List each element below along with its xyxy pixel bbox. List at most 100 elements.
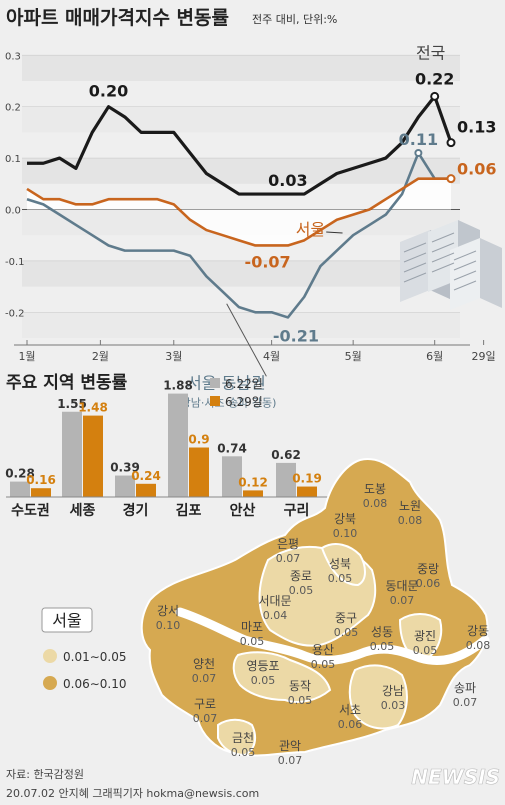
- district-value: 0.07: [390, 594, 415, 607]
- annot-seoul-min: -0.07: [245, 252, 291, 271]
- series-line-southeast: [26, 151, 451, 319]
- district-name: 관악: [279, 739, 301, 753]
- district-value: 0.05: [328, 572, 353, 585]
- district-name: 은평: [277, 537, 299, 551]
- bar-chart: 주요 지역 변동률 6.22일 6.29일 0.280.16 수도권 1.551.4…: [5, 373, 330, 519]
- annot-national-013: 0.13: [457, 118, 496, 137]
- x-tick-label: 4월: [263, 350, 280, 363]
- bar-prev: [115, 475, 135, 497]
- district-name: 도봉: [364, 482, 386, 496]
- district-name: 노원: [399, 499, 421, 513]
- seoul-zero-fill: [27, 178, 451, 246]
- district-name: 동작: [289, 679, 311, 693]
- district-value: 0.05: [231, 746, 256, 759]
- annot-label-national: 전국: [416, 43, 445, 62]
- bar-legend: 6.22일 6.29일: [210, 377, 263, 409]
- bar-value-curr: 0.24: [131, 469, 161, 483]
- district-value: 0.05: [240, 635, 265, 648]
- district-name: 금천: [232, 730, 254, 745]
- bar-curr: [297, 486, 317, 497]
- grid-band: [22, 312, 460, 338]
- chart-title: 아파트 매매가격지수 변동률: [6, 7, 229, 29]
- district-value: 0.07: [276, 552, 301, 565]
- han-river-icon: [175, 607, 490, 665]
- bar-value-prev: 0.39: [110, 461, 140, 475]
- bar-value-curr: 0.9: [188, 433, 209, 447]
- legend-swatch-curr: [210, 396, 220, 406]
- y-tick-label: 0.1: [5, 154, 21, 165]
- source-note: 자료: 한국감정원: [6, 768, 84, 781]
- y-axis: 0.3 0.2 0.1 0.0 -0.1 -0.2: [5, 51, 25, 319]
- y-tick-label: -0.1: [5, 257, 25, 268]
- district-value: 0.08: [363, 497, 388, 510]
- district-name: 종로: [290, 569, 312, 583]
- chart-annotations: 0.20 0.03 전국 0.22 0.13 0.11 0.06 서울 -0.07 -0.21 서울…: [89, 43, 497, 409]
- bar-curr: [136, 483, 156, 497]
- district-value: 0.05: [288, 694, 313, 707]
- map-legend: 서울 0.01∼0.05 0.06∼0.10: [41, 607, 127, 691]
- district-name: 중구: [335, 611, 357, 625]
- district-name: 동대문: [385, 579, 418, 593]
- district-value: 0.07: [453, 696, 478, 709]
- leader-southeast: [226, 303, 267, 377]
- bar-category-label: 구리: [284, 503, 310, 519]
- series-line-national: [27, 94, 453, 196]
- bar-category-label: 경기: [123, 502, 149, 519]
- district-name: 성북: [329, 557, 351, 571]
- district-name: 구로: [194, 697, 216, 711]
- line-series: [26, 91, 456, 319]
- bar-curr: [189, 447, 209, 497]
- district-value: 0.07: [193, 712, 218, 725]
- x-tick-label: 29일: [472, 349, 496, 363]
- map-legend-title: 서울: [52, 611, 81, 630]
- series-line-seoul: [26, 177, 451, 247]
- annot-southeast-011: 0.11: [399, 130, 438, 149]
- bar-curr: [83, 415, 103, 497]
- bar-category-label: 세종: [70, 503, 96, 519]
- y-tick-label: 0.3: [5, 51, 21, 62]
- map-legend-swatch-light: [43, 649, 57, 663]
- x-tick-label: 5월: [345, 350, 362, 363]
- bar-curr: [243, 490, 263, 497]
- point-southeast-peak: [414, 148, 423, 157]
- bar-chart-title: 주요 지역 변동률: [6, 373, 128, 393]
- district-name: 광진: [414, 629, 436, 643]
- y-tick-label: 0.0: [5, 205, 21, 216]
- point-national-end: [446, 138, 456, 148]
- grid-band: [22, 158, 460, 184]
- district-value: 0.06: [416, 577, 441, 590]
- district-name: 영등포: [246, 659, 279, 673]
- annot-label-seoul: 서울: [296, 220, 325, 239]
- district-value: 0.10: [156, 619, 181, 632]
- y-tick-label: -0.2: [5, 308, 25, 319]
- district-value: 0.05: [311, 658, 336, 671]
- district-name: 강북: [334, 512, 356, 526]
- district-value: 0.05: [370, 640, 395, 653]
- grid-band: [22, 55, 460, 81]
- x-tick-label: 2월: [92, 350, 109, 363]
- legend-label-prev: 6.22일: [225, 377, 263, 391]
- district-value: 0.08: [466, 639, 491, 652]
- district-area-seongbuk: [320, 543, 366, 587]
- district-value: 0.05: [413, 644, 438, 657]
- district-value: 0.07: [278, 754, 303, 767]
- district-value: 0.03: [381, 699, 406, 712]
- annot-national-003: 0.03: [268, 171, 307, 190]
- district-name: 용산: [312, 643, 334, 657]
- district-name: 중랑: [417, 562, 439, 576]
- district-name: 성동: [371, 625, 393, 639]
- district-name: 강서: [157, 604, 179, 618]
- annot-label-southeast-sub: (강남·서초·송파·강동): [176, 396, 276, 409]
- map-legend-title-box: [41, 607, 93, 633]
- district-value: 0.10: [333, 527, 358, 540]
- y-tick-label: 0.2: [5, 103, 21, 114]
- map-legend-label-light: 0.01∼0.05: [63, 650, 127, 664]
- district-name: 송파: [454, 681, 476, 695]
- district-area-geumcheon: [217, 718, 257, 757]
- map-legend-label-dark: 0.06∼0.10: [63, 677, 127, 691]
- district-name: 서초: [339, 703, 361, 717]
- district-area-southwest: [232, 651, 332, 703]
